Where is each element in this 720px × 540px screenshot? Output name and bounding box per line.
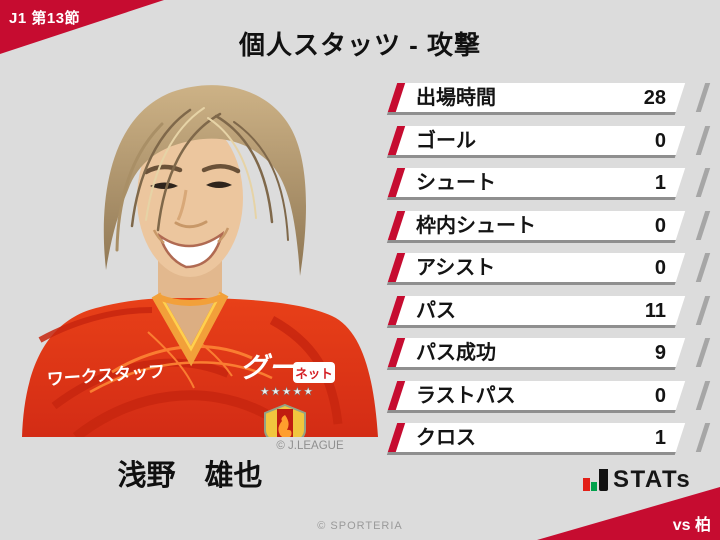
jersey-sponsor-sub: ネット [295, 367, 333, 381]
stat-row-accent-stripe [387, 210, 406, 240]
stats-logo-bar-black-icon [599, 469, 608, 491]
stats-logo-bar-red-icon [583, 478, 590, 491]
stat-row-accent-stripe [387, 423, 406, 452]
stat-row-accent-stripe [387, 83, 406, 112]
chest-skin [158, 298, 222, 354]
right-eyebrow [201, 164, 241, 174]
stat-value: 0 [654, 214, 666, 237]
stat-row-accent-stripe [387, 380, 406, 410]
stat-row-slash-decoration [695, 295, 711, 325]
stat-row-slash-decoration [695, 210, 711, 240]
nose-base [174, 220, 208, 229]
club-crest-icon [264, 403, 306, 437]
stat-row-slash-decoration [695, 380, 711, 410]
stat-value: 1 [654, 427, 666, 449]
stat-value: 1 [654, 172, 666, 194]
stat-row-slash-decoration [695, 338, 711, 367]
stat-row: パス成功 9 [386, 338, 711, 370]
player-photo: ワークスタッフ グー ネット ★★★★★ [22, 85, 378, 452]
stat-value: 0 [654, 129, 666, 152]
smile-crease-right [217, 227, 230, 243]
nose [176, 189, 188, 221]
stat-row: ゴール 0 [386, 125, 711, 158]
stat-row-accent-stripe [387, 295, 406, 325]
stat-label: パス成功 [416, 342, 496, 364]
collar-back [156, 294, 224, 306]
page-title: 個人スタッツ - 攻撃 [238, 30, 482, 60]
stat-value: 9 [654, 342, 666, 364]
player-jersey: ワークスタッフ グー ネット ★★★★★ [22, 291, 378, 437]
left-eyebrow [143, 164, 183, 175]
smile-mouth [157, 230, 225, 269]
player-hair [103, 85, 306, 276]
stat-value: 11 [644, 299, 666, 322]
stat-row-accent-stripe [387, 125, 406, 155]
jersey-sponsor-main: グー [240, 352, 297, 383]
player-name: 浅野 雄也 [117, 460, 263, 492]
stats-logo-text: STATs [613, 466, 692, 493]
photo-credit: © J.LEAGUE [276, 440, 344, 452]
stat-value: 28 [643, 87, 666, 109]
jersey-stars: ★★★★★ [260, 386, 314, 398]
stat-row-slash-decoration [695, 125, 711, 155]
stat-row: アシスト 0 [386, 253, 711, 285]
stat-label: アシスト [416, 257, 496, 279]
stat-label: ラストパス [416, 384, 516, 407]
stat-row-accent-stripe [387, 338, 406, 367]
stat-label: ゴール [416, 129, 476, 152]
stat-row: 枠内シュート 0 [386, 210, 711, 243]
stat-row-slash-decoration [695, 168, 711, 197]
left-eye [150, 182, 178, 189]
copyright-text: © SPORTERIA [317, 520, 403, 532]
smile-crease-left [152, 229, 165, 244]
stat-value: 0 [654, 257, 666, 279]
stat-row: クロス 1 [386, 423, 711, 455]
stat-label: 出場時間 [416, 87, 496, 109]
opponent-badge-label: vs 柏 [672, 517, 711, 534]
stat-row: パス 11 [386, 295, 711, 328]
stat-row-accent-stripe [387, 168, 406, 197]
collar-trim [151, 291, 229, 367]
stats-list: 出場時間 28 ゴール 0 シュート 1 枠内シュート 0 [386, 83, 711, 466]
stat-row: シュート 1 [386, 168, 711, 200]
stat-label: 枠内シュート [416, 214, 536, 237]
stat-label: シュート [416, 172, 496, 194]
opponent-badge: vs 柏 [537, 487, 720, 540]
stat-row-slash-decoration [695, 253, 711, 282]
stat-row: 出場時間 28 [386, 83, 711, 115]
stat-row-slash-decoration [695, 423, 711, 452]
jersey-sponsor-sub-box [293, 362, 335, 383]
stat-row-accent-stripe [387, 253, 406, 282]
collar-trim-inner [158, 293, 222, 352]
stat-label: パス [416, 299, 456, 322]
round-badge-label: J1 第13節 [9, 10, 81, 27]
stat-row: ラストパス 0 [386, 380, 711, 413]
stats-logo: STATs [583, 466, 692, 493]
stat-row-slash-decoration [695, 83, 711, 112]
stat-value: 0 [654, 384, 666, 407]
stats-logo-bar-green-icon [591, 482, 597, 491]
right-eye [206, 181, 232, 188]
stat-label: クロス [416, 427, 476, 449]
